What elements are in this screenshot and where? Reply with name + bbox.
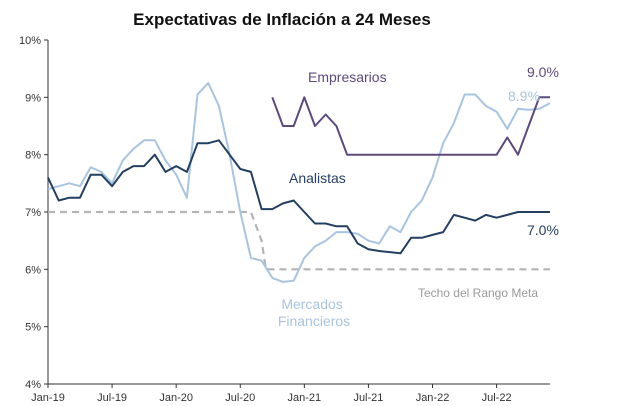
y-tick-label: 10% — [19, 35, 41, 47]
end-label-empresarios: 9.0% — [527, 64, 559, 80]
x-tick-label: Jan-20 — [159, 392, 193, 404]
y-tick-label: 5% — [25, 322, 41, 334]
end-label-analistas: 7.0% — [527, 222, 559, 238]
y-tick-label: 4% — [25, 379, 41, 391]
series-line-mercados — [47, 82, 551, 283]
series-label-empresarios: Empresarios — [308, 69, 387, 85]
series-label-mercados-line1: Mercados — [281, 296, 342, 312]
y-tick-label: 8% — [25, 150, 41, 162]
chart-title: Expectativas de Inflación a 24 Meses — [133, 10, 431, 29]
series-line-empresarios — [271, 96, 550, 156]
x-axis: Jan-19 Jul-19 Jan-20 Jul-20 Jan-21 Jul-21 Jan-… — [31, 383, 550, 404]
x-tick-label: Jul-20 — [225, 392, 255, 404]
series-label-mercados: Mercados Financieros — [278, 296, 350, 329]
x-tick-label: Jan-22 — [416, 392, 450, 404]
x-tick-label: Jul-22 — [482, 392, 512, 404]
end-label-mercados: 8.9% — [508, 88, 540, 104]
series-label-techo: Techo del Rango Meta — [418, 286, 538, 300]
x-tick-label: Jan-19 — [31, 392, 65, 404]
y-axis: 4% 5% 6% 7% 8% 9% 10% — [19, 35, 49, 391]
y-tick-label: 7% — [25, 207, 41, 219]
x-tick-label: Jul-19 — [97, 392, 127, 404]
series-line-techo — [48, 210, 550, 271]
x-tick-label: Jan-21 — [288, 392, 322, 404]
series-label-analistas: Analistas — [289, 170, 346, 186]
series-layer — [47, 82, 551, 283]
series-label-mercados-line2: Financieros — [278, 313, 350, 329]
y-tick-label: 9% — [25, 92, 41, 104]
series-line-analistas — [47, 139, 550, 255]
y-tick-label: 6% — [25, 264, 41, 276]
x-tick-label: Jul-21 — [353, 392, 383, 404]
